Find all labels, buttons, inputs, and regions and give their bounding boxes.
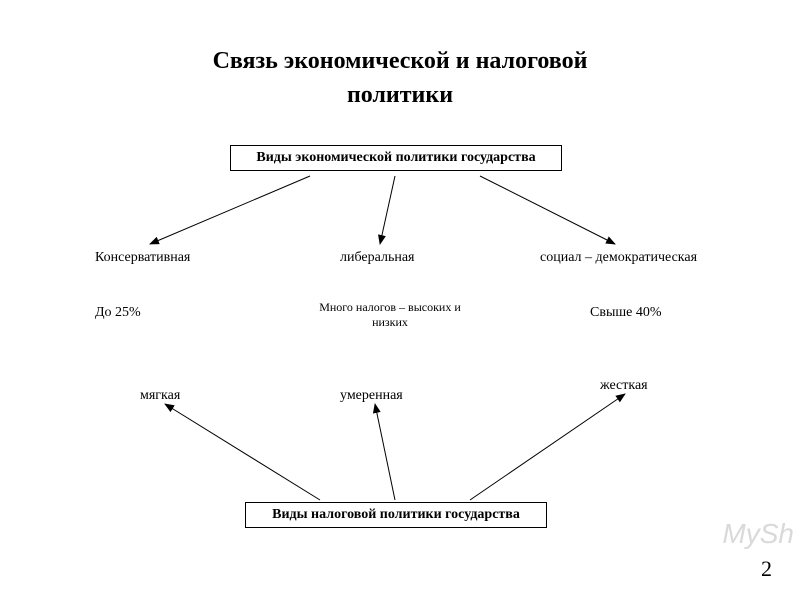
arrows-layer [0,0,800,600]
page-number: 2 [761,556,772,582]
